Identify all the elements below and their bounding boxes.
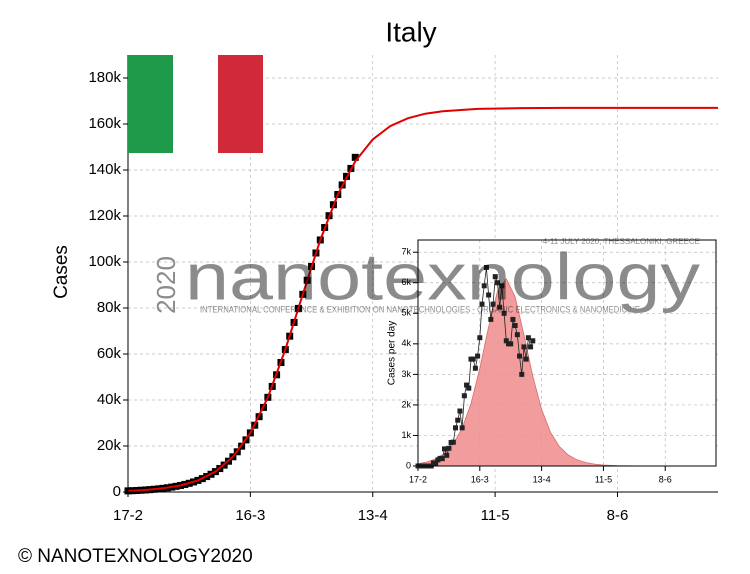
marker [470, 356, 476, 362]
marker [488, 316, 494, 322]
axis [127, 55, 718, 493]
watermark-year: 2020 [151, 256, 181, 314]
marker [450, 439, 456, 445]
marker [464, 382, 470, 388]
y-axis-label: Cases [51, 245, 72, 299]
axis [417, 239, 717, 467]
marker [351, 153, 359, 161]
x-tick-label: 8-6 [659, 474, 672, 484]
marker [503, 338, 509, 344]
marker [453, 425, 459, 431]
y-tick-label: 5k [401, 308, 411, 318]
marker [517, 353, 523, 359]
marker [530, 338, 536, 344]
marker [481, 283, 487, 289]
x-tick-label: 13-4 [358, 507, 388, 524]
marker [475, 353, 481, 359]
y-tick-label: 140k [88, 161, 121, 178]
watermark-subtitle: INTERNATIONAL CONFERENCE & EXHIBITION ON… [200, 304, 640, 314]
flag-green [128, 55, 173, 153]
marker [461, 393, 467, 399]
y-tick-label: 0 [406, 460, 411, 470]
marker [446, 445, 452, 451]
x-tick-label: 17-2 [409, 474, 427, 484]
marker [525, 335, 531, 341]
chart-title: Italy [385, 16, 436, 47]
flag-white [173, 55, 218, 153]
y-tick-label: 180k [88, 69, 121, 86]
marker [523, 356, 529, 362]
marker [494, 280, 500, 286]
marker [508, 341, 514, 347]
flag [128, 55, 263, 153]
marker [499, 283, 505, 289]
x-tick-label: 8-6 [607, 507, 629, 524]
marker [433, 460, 439, 466]
footer: © NANOTEXNOLOGY2020 [18, 546, 253, 567]
marker [441, 446, 447, 452]
y-tick-label: 6k [401, 277, 411, 287]
y-tick-label: 80k [97, 299, 122, 316]
marker [497, 304, 503, 310]
marker [490, 301, 496, 307]
y-tick-label: 0 [113, 483, 121, 500]
watermark-date: 4-11 JULY 2020, THESSALONIKI, GREECE [543, 237, 700, 246]
x-tick-label: 16-3 [235, 507, 265, 524]
marker [501, 310, 507, 316]
line [127, 106, 718, 492]
watermark-word: nanotexnology [185, 239, 700, 313]
x-tick-label: 17-2 [113, 507, 143, 524]
marker [472, 365, 478, 371]
x-tick-label: 16-3 [471, 474, 489, 484]
plot-1: 0 1k 2k 3k 4k 5k 6k 7k 17-2 16-3 13-4 11-5 8-6 Cases … [387, 239, 717, 484]
marker [483, 264, 489, 270]
y-tick-label: 40k [97, 391, 122, 408]
marker [486, 292, 492, 298]
marker [455, 417, 461, 423]
marker [444, 452, 450, 458]
marker [459, 425, 465, 431]
y-tick-label: 3k [401, 369, 411, 379]
marker [479, 301, 485, 307]
y-tick-label: 100k [88, 253, 121, 270]
area [417, 278, 640, 467]
x-tick-label: 11-5 [595, 474, 612, 484]
y-axis-label: Cases per day [387, 321, 398, 385]
y-tick-label: 7k [401, 247, 411, 257]
marker [512, 323, 518, 329]
y-tick-label: 1k [401, 430, 411, 440]
y-tick-label: 120k [88, 207, 121, 224]
y-tick-label: 160k [88, 115, 121, 132]
y-tick-label: 4k [401, 338, 411, 348]
marker [528, 344, 534, 350]
marker [514, 332, 520, 338]
marker [457, 408, 463, 414]
flag-red [218, 55, 263, 153]
y-tick-label: 60k [97, 345, 122, 362]
marker [492, 274, 498, 280]
marker [477, 335, 483, 341]
marker [439, 456, 445, 462]
marker [521, 344, 527, 350]
marker [510, 316, 516, 322]
x-tick-label: 11-5 [481, 507, 510, 524]
x-tick-label: 13-4 [533, 474, 551, 484]
y-tick-label: 2k [401, 399, 411, 409]
marker [519, 371, 525, 377]
marker [466, 385, 472, 391]
y-tick-label: 20k [97, 437, 122, 454]
